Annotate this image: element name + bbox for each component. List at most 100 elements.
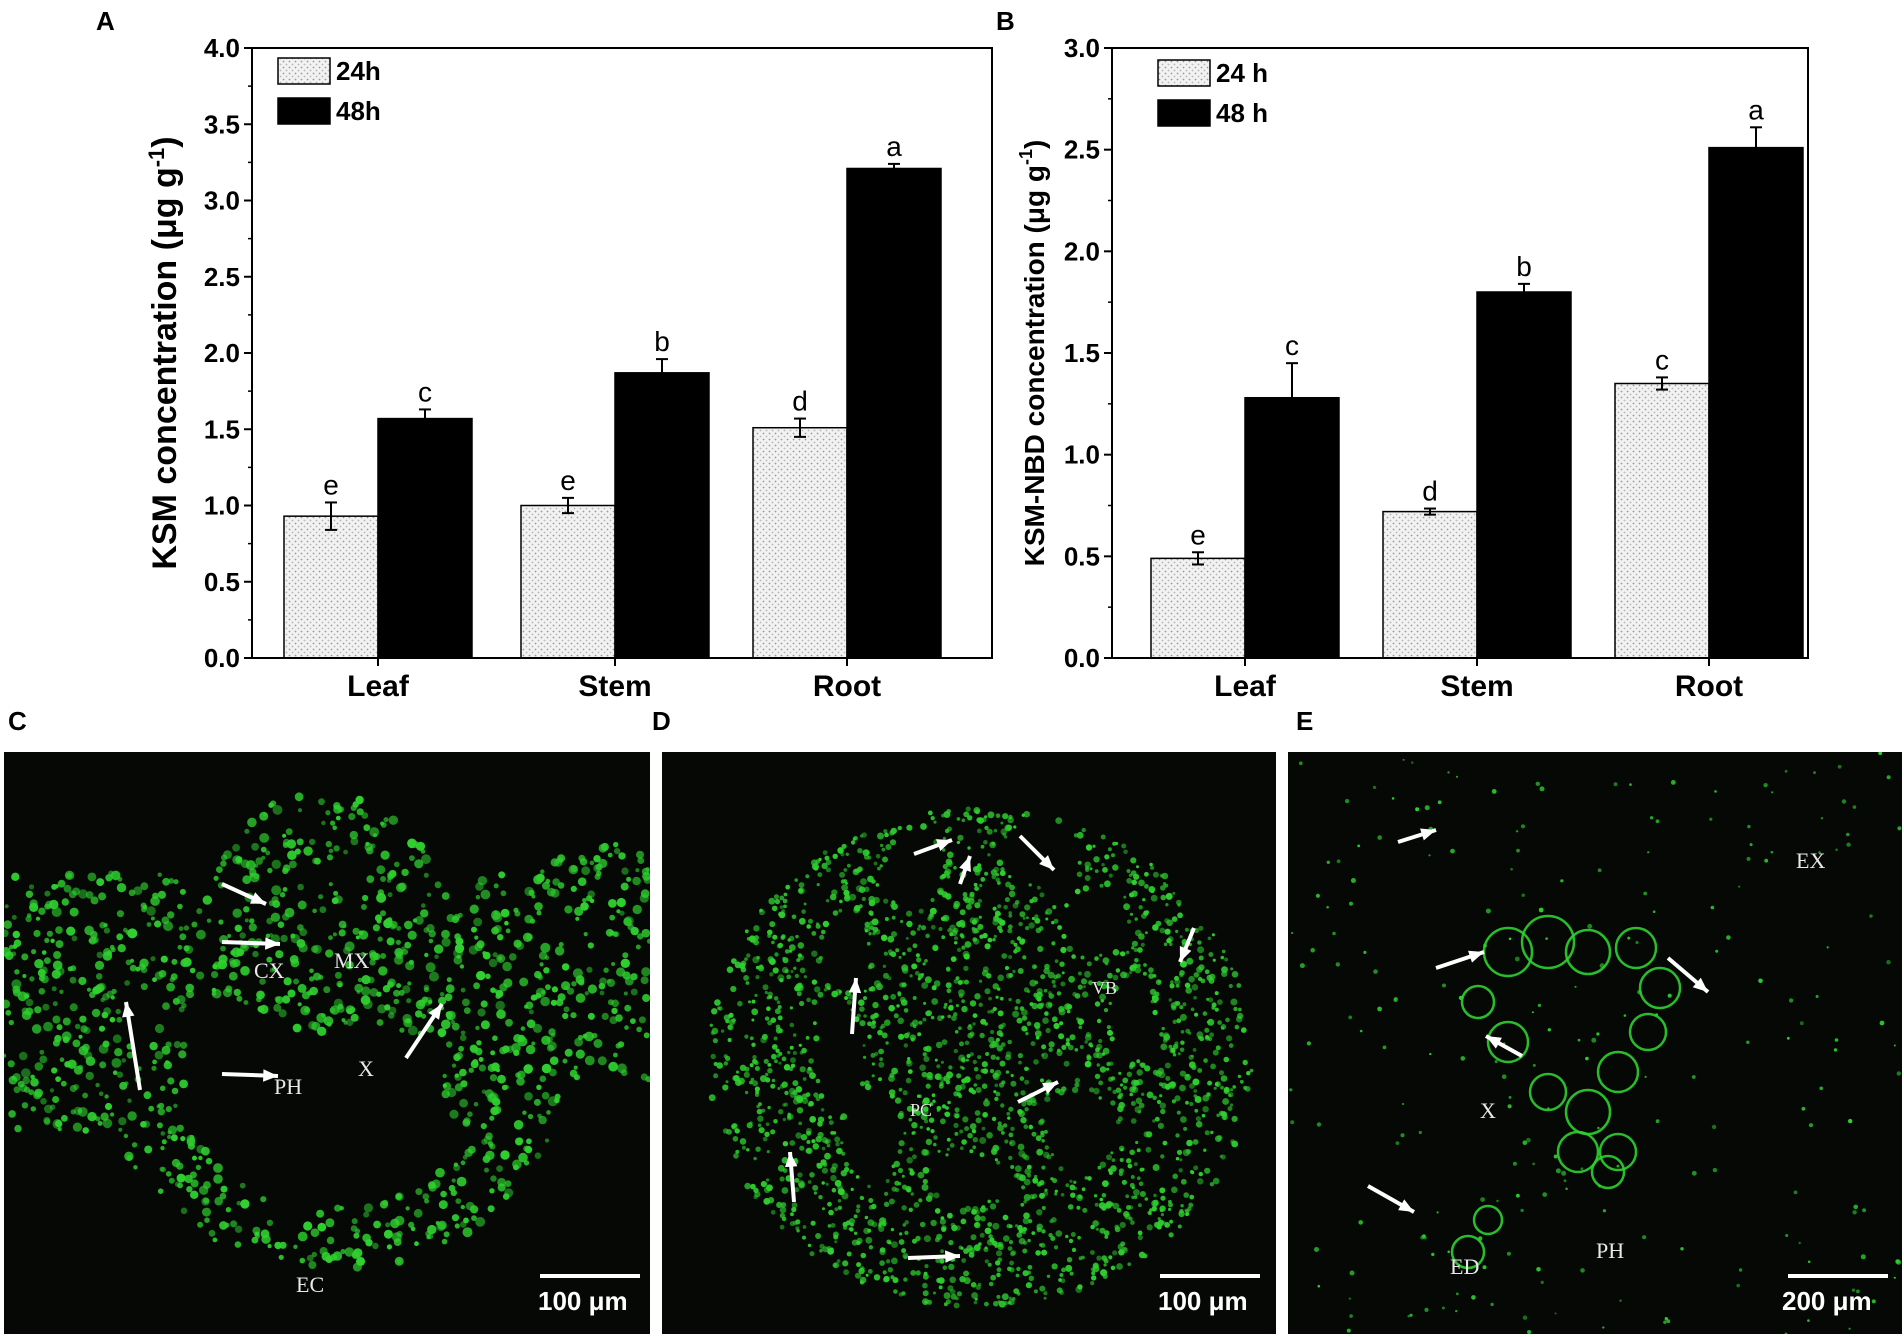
fluorescent-cell bbox=[1213, 1086, 1217, 1090]
fluorescent-cell bbox=[1508, 937, 1512, 941]
fluorescent-cell bbox=[337, 1005, 345, 1013]
fluorescent-cell bbox=[1480, 1197, 1485, 1202]
y-tick-label: 1.0 bbox=[1064, 440, 1100, 470]
fluorescent-cell bbox=[1691, 1075, 1696, 1079]
fluorescent-cell bbox=[438, 996, 447, 1005]
fluorescent-cell bbox=[969, 1123, 977, 1130]
fluorescent-cell bbox=[1545, 937, 1548, 940]
fluorescent-cell bbox=[902, 952, 906, 956]
fluorescent-cell bbox=[415, 916, 424, 925]
fluorescent-cell bbox=[1447, 771, 1450, 774]
fluorescent-cell bbox=[1007, 1039, 1012, 1045]
fluorescent-cell bbox=[1035, 1135, 1042, 1142]
fluorescent-cell bbox=[844, 1161, 849, 1167]
fluorescent-cell bbox=[1198, 925, 1204, 931]
fluorescent-cell bbox=[1091, 1275, 1097, 1281]
fluorescent-cell bbox=[539, 962, 544, 967]
fluorescent-cell bbox=[1133, 1079, 1140, 1086]
fluorescent-cell bbox=[1538, 907, 1544, 913]
fluorescent-cell bbox=[753, 1156, 757, 1161]
fluorescent-cell bbox=[884, 917, 889, 921]
fluorescent-cell bbox=[161, 916, 170, 925]
fluorescent-cell bbox=[1067, 1044, 1074, 1051]
fluorescent-cell bbox=[1054, 959, 1059, 963]
fluorescent-cell bbox=[62, 1036, 70, 1044]
fluorescent-cell bbox=[1514, 956, 1520, 962]
fluorescent-cell bbox=[402, 948, 409, 955]
micrograph-leaf: CX MX PH X EC 100 μm bbox=[4, 752, 650, 1334]
fluorescent-cell bbox=[912, 1154, 917, 1160]
fluorescent-cell bbox=[456, 1176, 467, 1187]
fluorescent-cell bbox=[950, 956, 957, 962]
vascular-cell bbox=[1528, 1072, 1568, 1112]
fluorescent-cell bbox=[813, 1035, 820, 1042]
fluorescent-cell bbox=[12, 930, 20, 939]
fluorescent-cell bbox=[822, 1246, 829, 1253]
fluorescent-cell bbox=[1335, 962, 1340, 967]
fluorescent-cell bbox=[1442, 983, 1446, 988]
fluorescent-cell bbox=[102, 1040, 110, 1048]
fluorescent-cell bbox=[974, 902, 981, 909]
fluorescent-cell bbox=[1574, 985, 1577, 988]
fluorescent-cell bbox=[954, 1107, 960, 1113]
fluorescent-cell bbox=[788, 949, 793, 953]
fluorescent-cell bbox=[1103, 1008, 1109, 1013]
fluorescent-cell bbox=[218, 954, 228, 964]
fluorescent-cell bbox=[1148, 973, 1154, 979]
fluorescent-cell bbox=[259, 978, 266, 985]
fluorescent-cell bbox=[1192, 1078, 1200, 1086]
fluorescent-cell bbox=[969, 1089, 973, 1093]
fluorescent-cell bbox=[811, 931, 817, 936]
fluorescent-cell bbox=[1094, 956, 1099, 961]
fluorescent-cell bbox=[1091, 1271, 1096, 1276]
fluorescent-cell bbox=[154, 1050, 164, 1060]
fluorescent-cell bbox=[1537, 1003, 1541, 1007]
fluorescent-cell bbox=[960, 1218, 967, 1225]
fluorescent-cell bbox=[1221, 970, 1228, 977]
fluorescent-cell bbox=[780, 1202, 787, 1208]
fluorescent-cell bbox=[917, 977, 921, 981]
fluorescent-cell bbox=[1231, 971, 1239, 978]
arrow bbox=[124, 1001, 142, 1091]
fluorescent-cell bbox=[1123, 1211, 1130, 1218]
fluorescent-cell bbox=[1008, 1106, 1014, 1112]
fluorescent-cell bbox=[496, 1009, 506, 1019]
fluorescent-cell bbox=[504, 920, 509, 926]
fluorescent-cell bbox=[805, 874, 810, 879]
fluorescent-cell bbox=[826, 986, 831, 991]
fluorescent-cell bbox=[1563, 1179, 1567, 1183]
fluorescent-cell bbox=[69, 976, 77, 984]
fluorescent-cell bbox=[1008, 814, 1013, 820]
fluorescent-cell bbox=[1142, 1253, 1148, 1259]
fluorescent-cell bbox=[96, 951, 104, 959]
fluorescent-cell bbox=[1043, 1191, 1049, 1196]
fluorescent-cell bbox=[945, 1299, 951, 1305]
fluorescent-cell bbox=[1244, 1086, 1251, 1092]
fluorescent-cell bbox=[1602, 1209, 1606, 1213]
fluorescent-cell bbox=[789, 1140, 796, 1146]
fluorescent-cell bbox=[251, 1236, 259, 1244]
fluorescent-cell bbox=[1807, 1260, 1811, 1264]
fluorescent-cell bbox=[1819, 1086, 1823, 1091]
fluorescent-cell bbox=[186, 990, 194, 999]
fluorescent-cell bbox=[1826, 946, 1829, 949]
fluorescent-cell bbox=[1144, 931, 1148, 935]
fluorescent-cell bbox=[995, 877, 1000, 883]
fluorescent-cell bbox=[428, 938, 434, 944]
fluorescent-cell bbox=[611, 962, 616, 966]
fluorescent-cell bbox=[1186, 1139, 1193, 1147]
fluorescent-cell bbox=[992, 938, 996, 942]
fluorescent-cell bbox=[533, 1098, 541, 1106]
fluorescent-cell bbox=[856, 1204, 861, 1209]
fluorescent-cell bbox=[1146, 1224, 1153, 1231]
fluorescent-cell bbox=[411, 840, 419, 849]
fluorescent-cell bbox=[1038, 1119, 1044, 1126]
fluorescent-cell bbox=[1326, 860, 1330, 864]
fluorescent-cell bbox=[1220, 1085, 1224, 1090]
fluorescent-cell bbox=[624, 1004, 632, 1012]
fluorescent-cell bbox=[906, 824, 913, 831]
significance-letter: c bbox=[1285, 330, 1299, 361]
fluorescent-cell bbox=[476, 940, 485, 949]
fluorescent-cell bbox=[243, 1000, 249, 1005]
fluorescent-cell bbox=[485, 973, 491, 980]
